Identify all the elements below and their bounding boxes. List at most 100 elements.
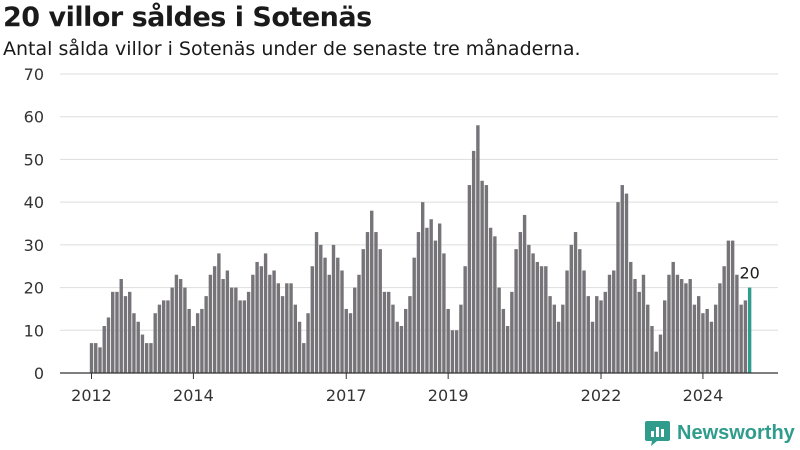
- y-tick-label: 20: [24, 279, 44, 298]
- bar: [399, 326, 404, 373]
- x-tick-label: 2012: [71, 386, 112, 405]
- bar: [353, 287, 357, 373]
- bar: [195, 313, 200, 373]
- bar: [340, 270, 344, 373]
- bar: [586, 296, 590, 373]
- bar: [293, 304, 298, 373]
- bar-highlight: [747, 287, 752, 373]
- bar: [319, 244, 323, 373]
- bar: [221, 279, 225, 373]
- bar: [234, 287, 238, 373]
- bar: [140, 334, 145, 373]
- bar: [705, 308, 709, 373]
- bar: [331, 244, 336, 373]
- bar: [136, 321, 140, 373]
- x-tick-label: 2024: [683, 386, 724, 405]
- bar: [726, 240, 731, 373]
- bar: [527, 244, 531, 373]
- bar: [102, 326, 106, 373]
- bar: [743, 300, 748, 373]
- bar: [531, 253, 535, 373]
- bar: [387, 291, 391, 373]
- bar: [522, 214, 527, 373]
- bar: [306, 313, 310, 373]
- bar: [357, 274, 361, 373]
- bar: [544, 266, 548, 373]
- bar: [370, 210, 374, 373]
- bar: [582, 270, 586, 373]
- bar: [374, 232, 378, 373]
- bar: [310, 266, 314, 373]
- y-tick-label: 10: [24, 321, 44, 340]
- bar: [268, 274, 272, 373]
- bar: [408, 296, 412, 373]
- bar: [314, 232, 319, 373]
- bar: [285, 283, 289, 373]
- bar: [280, 296, 285, 373]
- bar: [493, 236, 497, 373]
- bar: [153, 313, 157, 373]
- bar: [412, 257, 416, 373]
- bar: [297, 321, 302, 373]
- bar: [425, 227, 429, 373]
- x-tick-label: 2022: [581, 386, 622, 405]
- bar: [654, 351, 658, 373]
- bar: [624, 193, 629, 373]
- bar: [251, 274, 255, 373]
- bar: [361, 249, 365, 373]
- newsworthy-logo: Newsworthy: [644, 420, 795, 447]
- bar: [650, 326, 654, 373]
- bar: [709, 321, 714, 373]
- bar: [132, 313, 136, 373]
- bar: [170, 287, 174, 373]
- bar: [718, 283, 722, 373]
- bar: [539, 266, 544, 373]
- bar: [174, 274, 179, 373]
- bar: [289, 283, 293, 373]
- bar: [442, 253, 446, 373]
- bar: [111, 291, 115, 373]
- bar: [599, 300, 603, 373]
- bar: [246, 291, 251, 373]
- bar: [420, 202, 425, 373]
- bar: [89, 343, 94, 373]
- x-axis: 2012 2014 2017 2019 2022 2024: [60, 372, 778, 405]
- bar: [552, 304, 557, 373]
- bar: [98, 347, 102, 373]
- x-tick-label: 2019: [428, 386, 469, 405]
- bar: [463, 266, 467, 373]
- bar: [204, 296, 208, 373]
- bar: [535, 261, 540, 373]
- bar: [484, 185, 489, 373]
- bar: [344, 308, 348, 373]
- bar: [578, 249, 582, 373]
- bar: [701, 313, 705, 373]
- bar: [684, 283, 688, 373]
- bar: [488, 227, 493, 373]
- bar: [302, 343, 306, 373]
- bar: [238, 300, 242, 373]
- bars: [89, 125, 752, 373]
- bar: [612, 270, 616, 373]
- data-label: 20: [739, 264, 759, 283]
- bar: [149, 343, 153, 373]
- bar: [620, 185, 624, 373]
- bar: [115, 291, 119, 373]
- bar: [510, 291, 514, 373]
- bar: [629, 261, 633, 373]
- bar: [607, 274, 612, 373]
- bar: [688, 279, 692, 373]
- bar: [476, 125, 480, 373]
- bar: [327, 274, 331, 373]
- bar: [323, 257, 327, 373]
- bar: [242, 300, 247, 373]
- bar: [573, 232, 578, 373]
- bar: [679, 279, 684, 373]
- x-tick-label: 2014: [173, 386, 214, 405]
- bar: [446, 308, 450, 373]
- bar: [217, 253, 221, 373]
- bar: [429, 219, 433, 373]
- bar: [480, 180, 484, 373]
- bar: [518, 232, 523, 373]
- bar: [378, 249, 382, 373]
